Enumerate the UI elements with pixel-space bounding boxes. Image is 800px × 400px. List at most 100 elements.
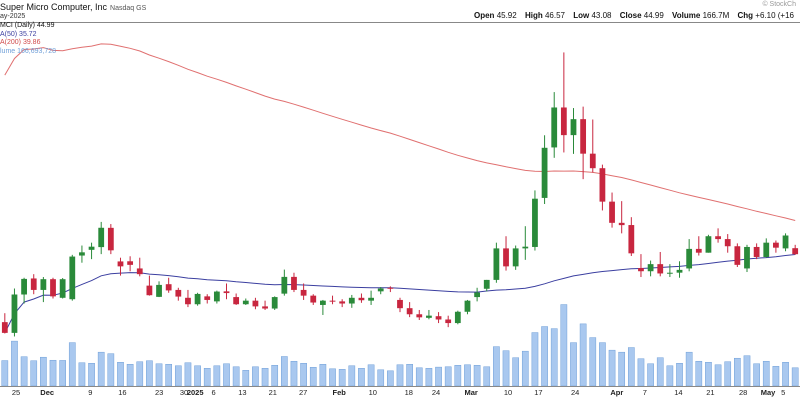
candle-body <box>204 296 211 300</box>
candle-body <box>474 292 480 298</box>
volume-bar <box>618 351 626 387</box>
volume-bar <box>521 350 529 387</box>
volume-bar <box>107 353 115 387</box>
volume-bar <box>502 350 510 387</box>
volume-bar <box>685 351 693 387</box>
symbol-name: Super Micro Computer, Inc <box>0 2 108 12</box>
volume-bar <box>512 357 519 387</box>
volume-bar <box>782 362 789 387</box>
x-tick-label: 2025 <box>186 388 204 397</box>
volume-bar <box>252 366 259 387</box>
volume-bar <box>560 304 568 387</box>
x-tick-label: 24 <box>431 388 441 397</box>
volume-bar <box>126 364 134 387</box>
volume-bar <box>531 332 539 387</box>
candle-body <box>136 268 143 275</box>
volume-bar <box>406 364 413 387</box>
candle-body <box>426 315 432 318</box>
volume-bar <box>724 361 732 387</box>
volume-bar <box>464 364 471 387</box>
volume-bar <box>435 366 442 387</box>
candle-body <box>676 269 683 273</box>
candle-body <box>416 314 423 318</box>
x-tick-label: 18 <box>404 388 413 397</box>
candle-body <box>242 300 249 305</box>
candle-body <box>609 201 615 223</box>
volume-bar <box>97 351 105 387</box>
volume-bar <box>570 342 577 387</box>
volume-bar <box>579 323 587 387</box>
volume-bar <box>20 356 28 387</box>
candlestick-chart[interactable] <box>0 23 800 387</box>
candle-body <box>127 261 134 265</box>
candle-body <box>570 119 577 136</box>
candle-body <box>107 227 114 251</box>
candle-body <box>223 291 230 294</box>
volume-bar <box>88 363 95 387</box>
ohlc-low-value: 43.08 <box>591 11 612 20</box>
volume-bar <box>627 347 635 387</box>
candle-body <box>291 276 297 290</box>
volume-bar <box>223 363 230 387</box>
volume-bar <box>184 362 192 387</box>
exchange-label: Nasdaq GS <box>110 5 147 12</box>
legend-ma200: A(200) 39.86 <box>0 39 41 46</box>
candle-body <box>686 248 693 269</box>
x-tick-label: 6 <box>211 388 216 397</box>
volume-bar <box>49 359 57 387</box>
volume-bar <box>541 326 548 387</box>
symbol-title: Super Micro Computer, Inc Nasdaq GS ay-20… <box>0 2 146 20</box>
x-tick-label: 5 <box>781 388 786 397</box>
ohlc-high-value: 46.57 <box>544 11 565 20</box>
price-panel[interactable] <box>0 22 800 387</box>
candle-body <box>483 279 490 289</box>
candle-body <box>493 248 500 280</box>
volume-bar <box>59 360 66 387</box>
ohlc-close-label: Close <box>619 11 642 20</box>
candle-body <box>79 252 85 256</box>
volume-bar <box>714 364 722 387</box>
stockcharts-watermark: © StockCh <box>762 1 796 8</box>
ohlc-close-value: 44.99 <box>643 11 664 20</box>
volume-bar <box>425 368 433 387</box>
candle-body <box>532 198 538 247</box>
volume-bar <box>734 357 741 387</box>
volume-bar <box>695 360 703 387</box>
volume-bar <box>40 356 47 387</box>
candle-body <box>387 287 394 289</box>
candle-body <box>560 107 567 136</box>
x-tick-label: 30 <box>179 388 189 397</box>
ohlc-change-value: +6.10 (+16 <box>755 11 794 20</box>
candle-body <box>647 264 654 272</box>
candle-body <box>695 248 702 253</box>
volume-bar <box>367 364 375 387</box>
candle-body <box>368 297 374 301</box>
candle-body <box>541 147 548 198</box>
chart-header: Super Micro Computer, Inc Nasdaq GS ay-20… <box>0 0 800 22</box>
candle-body <box>339 301 346 304</box>
volume-bar <box>705 362 712 387</box>
candle-body <box>454 311 461 324</box>
candle-body <box>329 300 336 302</box>
candle-body <box>165 284 172 291</box>
volume-bar <box>589 337 597 387</box>
volume-bar <box>608 349 616 387</box>
volume-bar <box>348 365 356 387</box>
candle-body <box>522 246 529 249</box>
candle-body <box>30 278 37 290</box>
candle-body <box>358 297 365 301</box>
candle-body <box>503 248 509 267</box>
volume-bar <box>194 365 201 387</box>
candle-body <box>348 297 355 304</box>
volume-bar <box>762 360 770 387</box>
candle-body <box>69 256 76 300</box>
volume-bar <box>78 362 86 387</box>
ohlc-readout: Open 45.92 High 46.57 Low 43.08 Close 44… <box>474 11 794 20</box>
volume-bar <box>261 368 269 387</box>
candle-body <box>763 242 770 257</box>
ma200-line <box>4 43 796 221</box>
candle-body <box>59 279 66 298</box>
candle-body <box>599 168 606 202</box>
volume-bar <box>753 363 760 387</box>
candle-body <box>117 261 124 267</box>
